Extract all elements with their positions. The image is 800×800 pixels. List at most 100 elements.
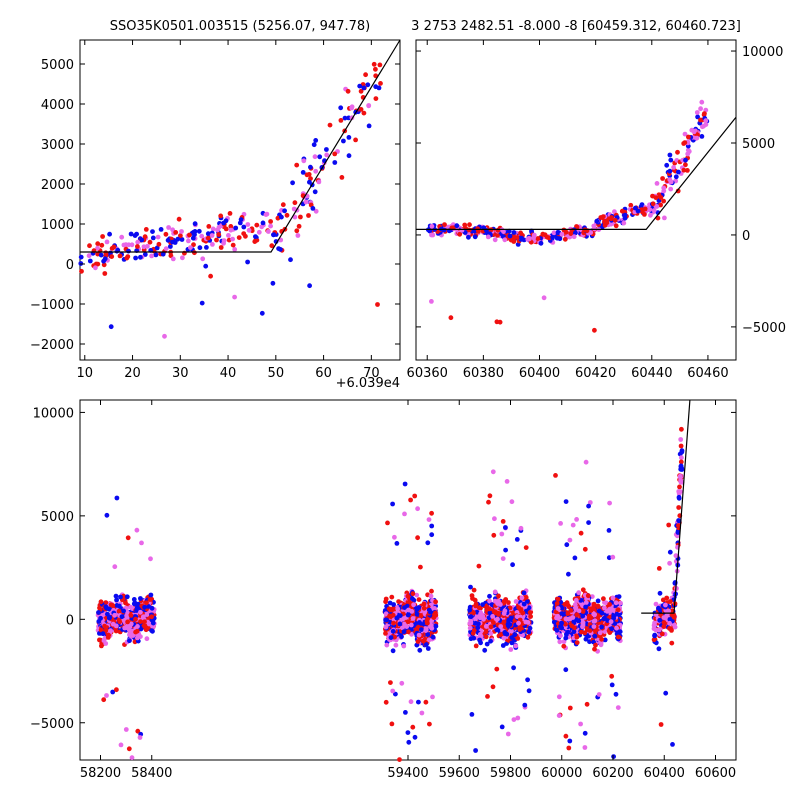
data-point [135, 244, 140, 249]
data-point [492, 237, 498, 243]
data-point [602, 637, 608, 643]
data-point [476, 605, 482, 611]
model-line [641, 399, 691, 614]
data-point [615, 634, 621, 640]
data-point [361, 85, 367, 91]
data-point [538, 240, 544, 246]
data-point [614, 611, 620, 617]
data-point [677, 484, 682, 490]
data-point [676, 523, 681, 529]
data-point [391, 620, 396, 626]
data-point [642, 212, 647, 217]
data-point [139, 237, 145, 243]
data-point [415, 535, 420, 541]
y-tick-label: −2000 [30, 338, 74, 353]
data-point [472, 234, 478, 240]
data-point [701, 112, 707, 118]
data-point [695, 114, 700, 120]
data-point [98, 615, 103, 621]
data-point [503, 547, 508, 553]
x-tick-label: 60380 [463, 366, 504, 381]
data-point [667, 599, 673, 604]
data-point [650, 193, 655, 199]
data-point [313, 208, 319, 214]
data-point [469, 593, 475, 598]
data-point [492, 598, 498, 604]
x-tick-label: 58200 [80, 766, 121, 781]
data-point [658, 195, 664, 200]
data-point [312, 189, 318, 195]
data-point [572, 555, 578, 561]
data-point [178, 233, 183, 239]
data-point [312, 154, 318, 160]
data-point [227, 211, 233, 216]
data-point [683, 162, 688, 168]
data-point [353, 137, 358, 143]
data-point [580, 587, 586, 593]
data-point [473, 748, 478, 753]
data-point [133, 629, 139, 635]
data-point [578, 530, 584, 536]
data-point [377, 62, 383, 68]
data-point [349, 105, 354, 111]
data-point [102, 256, 108, 262]
data-point [228, 224, 234, 229]
data-point [428, 625, 434, 630]
data-point [612, 209, 617, 215]
data-point [132, 600, 138, 606]
data-point [313, 168, 319, 174]
data-point [511, 717, 517, 722]
plot-frame [79, 399, 737, 761]
data-point [518, 525, 524, 531]
data-point [505, 731, 511, 737]
data-point [433, 599, 438, 605]
data-point [106, 606, 112, 612]
data-point [433, 623, 439, 629]
data-point [494, 666, 500, 672]
data-point [520, 610, 526, 616]
data-point [524, 608, 529, 614]
data-point [390, 648, 396, 654]
data-point [134, 605, 140, 610]
data-point [105, 632, 111, 638]
data-point [406, 607, 411, 613]
data-point [408, 699, 414, 705]
data-point [215, 227, 220, 233]
data-point [569, 623, 575, 629]
data-point [141, 614, 146, 620]
data-point [609, 215, 614, 220]
data-point [399, 634, 404, 640]
data-point [134, 527, 140, 533]
data-point [149, 253, 155, 259]
data-point [563, 616, 569, 622]
data-point [563, 667, 569, 673]
data-point [138, 596, 143, 601]
data-point [129, 633, 135, 638]
data-point [667, 152, 673, 158]
data-point [366, 103, 372, 108]
data-point [509, 635, 515, 640]
panel-top-right: 60360 60380 60400 60420 60440 60460 −5000 0 5000… [407, 19, 786, 381]
data-point [339, 175, 345, 180]
data-point [101, 262, 107, 268]
data-point [433, 612, 439, 618]
data-point [588, 606, 594, 612]
data-point [415, 639, 421, 644]
data-point [661, 615, 667, 620]
data-point [327, 122, 333, 128]
data-point [410, 591, 416, 597]
data-point [135, 239, 141, 245]
data-point [124, 625, 129, 630]
data-point [558, 521, 563, 526]
data-point [513, 599, 519, 604]
data-point [345, 88, 351, 94]
data-point [292, 200, 298, 206]
data-point [592, 327, 597, 333]
data-point [290, 180, 295, 186]
data-point [676, 518, 681, 523]
y-tick-label: −1000 [30, 298, 74, 313]
y-tick-label: 5000 [41, 58, 74, 73]
data-point [658, 722, 664, 727]
data-point [246, 227, 252, 233]
data-point [103, 641, 109, 646]
